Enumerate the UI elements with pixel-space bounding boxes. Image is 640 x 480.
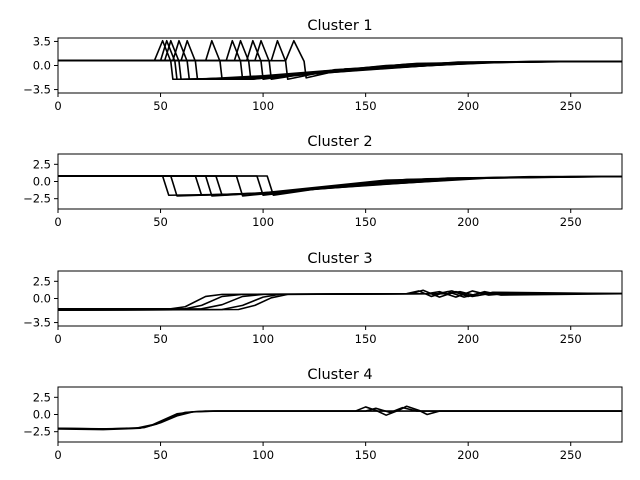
subplot-title: Cluster 3 xyxy=(307,251,372,267)
y-tick-label: −2.5 xyxy=(23,192,51,206)
series-group xyxy=(58,289,622,311)
y-tick-label: −2.5 xyxy=(23,425,51,439)
x-tick-label: 100 xyxy=(252,99,274,113)
series-line-3 xyxy=(58,410,622,430)
series-group xyxy=(58,175,622,197)
y-tick-label: −3.5 xyxy=(23,83,51,97)
series-line-3 xyxy=(58,290,622,311)
x-tick-label: 50 xyxy=(153,332,168,346)
x-tick-label: 150 xyxy=(355,332,377,346)
x-tick-label: 150 xyxy=(355,99,377,113)
series-line-8 xyxy=(58,175,622,197)
x-tick-label: 0 xyxy=(54,448,61,462)
x-tick-label: 250 xyxy=(560,332,582,346)
x-tick-label: 250 xyxy=(560,448,582,462)
x-tick-label: 250 xyxy=(560,99,582,113)
x-tick-label: 250 xyxy=(560,215,582,229)
x-tick-label: 0 xyxy=(54,99,61,113)
subplot-title: Cluster 2 xyxy=(307,134,372,150)
x-tick-label: 200 xyxy=(457,99,479,113)
subplot-3: Cluster 3 0 50 100 150 200 250 2.5 0.0 −3.5 xyxy=(23,251,623,346)
x-tick-label: 200 xyxy=(457,215,479,229)
y-tick-label: 2.5 xyxy=(33,274,51,288)
series-line-12 xyxy=(58,39,622,79)
x-tick-label: 150 xyxy=(355,448,377,462)
series-group xyxy=(58,39,622,81)
y-tick-label: 2.5 xyxy=(33,390,51,404)
x-tick-label: 50 xyxy=(153,215,168,229)
x-tick-label: 0 xyxy=(54,215,61,229)
y-tick-label: −3.5 xyxy=(23,316,51,330)
y-tick-label: 0.0 xyxy=(33,175,51,189)
x-tick-label: 100 xyxy=(252,215,274,229)
x-tick-label: 200 xyxy=(457,332,479,346)
subplot-1: Cluster 1 0 50 100 150 200 250 3.5 0.0 −3.5 xyxy=(23,18,623,113)
x-tick-label: 50 xyxy=(153,99,168,113)
x-tick-label: 100 xyxy=(252,448,274,462)
x-tick-label: 150 xyxy=(355,215,377,229)
x-tick-label: 100 xyxy=(252,332,274,346)
x-tick-label: 50 xyxy=(153,448,168,462)
subplot-title: Cluster 1 xyxy=(307,18,372,34)
x-tick-label: 0 xyxy=(54,332,61,346)
subplot-4: Cluster 4 0 50 100 150 200 250 2.5 0.0 −2.5 xyxy=(23,367,623,462)
subplot-title: Cluster 4 xyxy=(307,367,372,383)
series-line-5 xyxy=(58,290,622,311)
y-tick-label: 2.5 xyxy=(33,157,51,171)
y-tick-label: 0.0 xyxy=(33,292,51,306)
x-tick-label: 200 xyxy=(457,448,479,462)
y-tick-label: 0.0 xyxy=(33,408,51,422)
subplot-2: Cluster 2 0 50 100 150 200 250 2.5 0.0 −2.5 xyxy=(23,134,623,229)
y-tick-label: 0.0 xyxy=(33,59,51,73)
series-group xyxy=(58,405,622,431)
y-tick-label: 3.5 xyxy=(33,34,51,48)
